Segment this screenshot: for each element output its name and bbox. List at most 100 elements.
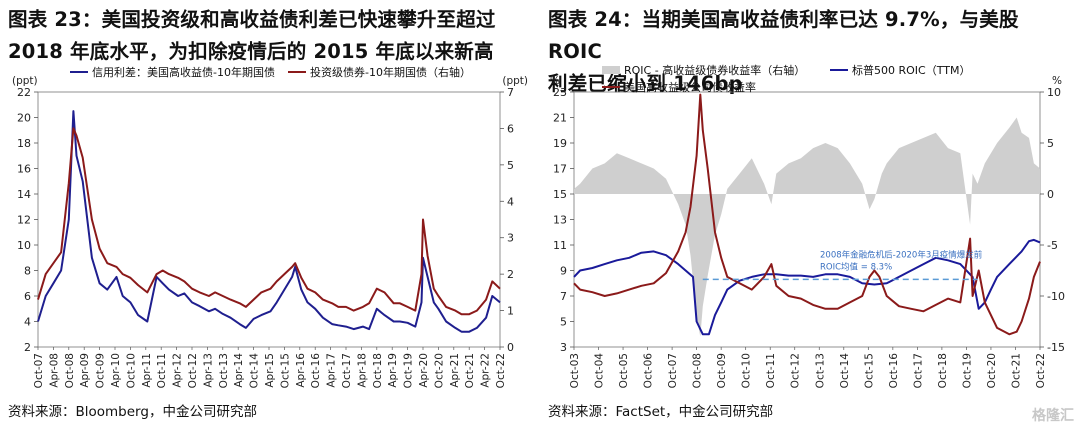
left-chart-panel: 图表 23：美国投资级和高收益债利差已快速攀升至超过 2018 年底水平，为扣除… bbox=[8, 4, 533, 420]
legend-label-1: 标普500 ROIC（TTM） bbox=[852, 63, 970, 77]
x-tick-label: Apr-10 bbox=[110, 353, 122, 388]
left-tick-label: 5 bbox=[560, 316, 567, 329]
left-tick-label: 14 bbox=[17, 188, 31, 201]
x-tick-label: Oct-16 bbox=[310, 353, 322, 389]
x-tick-label: Apr-22 bbox=[480, 353, 492, 388]
right-tick-label: 2 bbox=[507, 268, 514, 281]
right-tick-label: 4 bbox=[507, 195, 514, 208]
x-tick-label: Oct-11 bbox=[765, 353, 777, 388]
left-axis-unit: (ppt) bbox=[12, 75, 38, 87]
x-tick-label: Oct-09 bbox=[716, 353, 728, 388]
right-tick-label: -10 bbox=[1047, 290, 1065, 303]
left-tick-label: 2 bbox=[24, 341, 31, 354]
watermark: 格隆汇 bbox=[1032, 408, 1074, 424]
left-tick-label: 9 bbox=[560, 265, 567, 278]
left-tick-label: 20 bbox=[17, 112, 31, 125]
x-tick-label: Oct-10 bbox=[741, 353, 753, 388]
x-tick-label: Apr-11 bbox=[141, 353, 153, 388]
left-tick-label: 16 bbox=[17, 163, 31, 176]
x-tick-label: Apr-09 bbox=[79, 353, 91, 388]
annotation-line-1: 2008年金融危机后-2020年3月疫情爆发前 bbox=[820, 249, 983, 260]
right-chart-panel: 图表 24：当期美国高收益债利率已达 9.7%，与美股 ROIC 利差已缩小到 … bbox=[540, 0, 1080, 429]
x-tick-label: Apr-14 bbox=[233, 353, 245, 388]
left-tick-label: 17 bbox=[553, 163, 567, 176]
left-tick-label: 15 bbox=[553, 188, 567, 201]
x-tick-label: Apr-16 bbox=[295, 353, 307, 388]
left-tick-label: 4 bbox=[24, 316, 31, 329]
left-tick-label: 21 bbox=[553, 112, 567, 125]
x-tick-label: Oct-12 bbox=[187, 353, 199, 388]
left-tick-label: 6 bbox=[24, 290, 31, 303]
title-line-2: 利差已缩小到 146bp bbox=[548, 72, 743, 95]
x-tick-label: Oct-06 bbox=[643, 353, 655, 389]
x-tick-label: Oct-05 bbox=[618, 353, 630, 388]
legend-label-2: 美国高收益级公司债收益率 bbox=[624, 80, 756, 94]
right-tick-label: -5 bbox=[1047, 239, 1058, 252]
title-line-1: 图表 23：美国投资级和高收益债利差已快速攀升至超过 bbox=[8, 8, 496, 31]
x-tick-label: Oct-11 bbox=[156, 353, 168, 388]
x-tick-label: Apr-21 bbox=[449, 353, 461, 388]
right-tick-label: 3 bbox=[507, 232, 514, 245]
x-tick-label: Oct-18 bbox=[937, 353, 949, 388]
series-line-1 bbox=[37, 127, 501, 316]
x-tick-label: Apr-13 bbox=[202, 353, 214, 388]
x-tick-label: Oct-21 bbox=[1010, 353, 1022, 388]
series-line-0 bbox=[37, 110, 501, 333]
x-tick-label: Apr-17 bbox=[326, 353, 338, 388]
left-tick-label: 10 bbox=[17, 239, 31, 252]
x-tick-label: Apr-19 bbox=[387, 353, 399, 388]
legend-label-0: 信用利差：美国高收益债-10年期国债 bbox=[92, 65, 275, 79]
right-tick-label: 6 bbox=[507, 122, 514, 135]
x-tick-label: Oct-10 bbox=[125, 353, 137, 388]
x-tick-label: Apr-12 bbox=[172, 353, 184, 388]
source-note: 资料来源：Bloomberg，中金公司研究部 bbox=[8, 404, 257, 420]
x-tick-label: Apr-15 bbox=[264, 353, 276, 388]
right-axis-unit: (ppt) bbox=[502, 75, 528, 87]
x-tick-label: Oct-15 bbox=[863, 353, 875, 388]
chart-title: 图表 23：美国投资级和高收益债利差已快速攀升至超过 2018 年底水平，为扣除… bbox=[8, 4, 533, 68]
chart-title: 图表 24：当期美国高收益债利率已达 9.7%，与美股 ROIC 利差已缩小到 … bbox=[548, 4, 1073, 100]
x-tick-label: Oct-21 bbox=[464, 353, 476, 388]
title-line-1: 图表 24：当期美国高收益债利率已达 9.7%，与美股 ROIC bbox=[548, 8, 1019, 63]
right-tick-label: 7 bbox=[507, 86, 514, 99]
x-tick-label: Apr-20 bbox=[418, 353, 430, 388]
right-tick-label: -15 bbox=[1047, 341, 1065, 354]
x-tick-label: Oct-17 bbox=[341, 353, 353, 388]
left-tick-label: 23 bbox=[553, 86, 567, 99]
x-tick-label: Oct-12 bbox=[790, 353, 802, 388]
plot-frame bbox=[37, 91, 501, 348]
x-tick-label: Apr-18 bbox=[356, 353, 368, 388]
x-tick-label: Oct-19 bbox=[403, 353, 415, 388]
x-tick-label: Oct-13 bbox=[218, 353, 230, 388]
series-line-2 bbox=[573, 93, 1041, 336]
right-tick-label: 1 bbox=[507, 305, 514, 318]
right-tick-label: 0 bbox=[507, 341, 514, 354]
left-tick-label: 11 bbox=[553, 239, 567, 252]
left-axis-unit: % bbox=[550, 75, 560, 87]
x-tick-label: Oct-22 bbox=[495, 353, 507, 388]
left-tick-label: 3 bbox=[560, 341, 567, 354]
x-tick-label: Oct-16 bbox=[888, 353, 900, 389]
x-tick-label: Oct-04 bbox=[594, 353, 606, 389]
x-tick-label: Oct-14 bbox=[249, 353, 261, 389]
left-tick-label: 18 bbox=[17, 137, 31, 150]
legend-label-1: 投资级债券-10年期国债（右轴） bbox=[310, 65, 471, 79]
x-tick-label: Oct-07 bbox=[33, 353, 45, 388]
series-area-0 bbox=[574, 117, 1040, 337]
x-tick-label: Oct-13 bbox=[814, 353, 826, 388]
series-line-1 bbox=[573, 238, 1041, 336]
x-tick-label: Oct-20 bbox=[433, 353, 445, 388]
x-tick-label: Oct-17 bbox=[912, 353, 924, 388]
source-note: 资料来源：FactSet，中金公司研究部 bbox=[548, 404, 774, 420]
legend-swatch-0 bbox=[602, 66, 620, 74]
title-line-2: 2018 年底水平，为扣除疫情后的 2015 年底以来新高 bbox=[8, 40, 494, 63]
left-tick-label: 8 bbox=[24, 265, 31, 278]
x-tick-label: Oct-09 bbox=[95, 353, 107, 388]
right-tick-label: 5 bbox=[1047, 137, 1054, 150]
x-tick-label: Oct-07 bbox=[667, 353, 679, 388]
legend-label-0: ROIC - 高收益级债券收益率（右轴） bbox=[624, 63, 805, 77]
x-tick-label: Oct-19 bbox=[961, 353, 973, 388]
right-tick-label: 5 bbox=[507, 159, 514, 172]
x-tick-label: Oct-18 bbox=[372, 353, 384, 388]
